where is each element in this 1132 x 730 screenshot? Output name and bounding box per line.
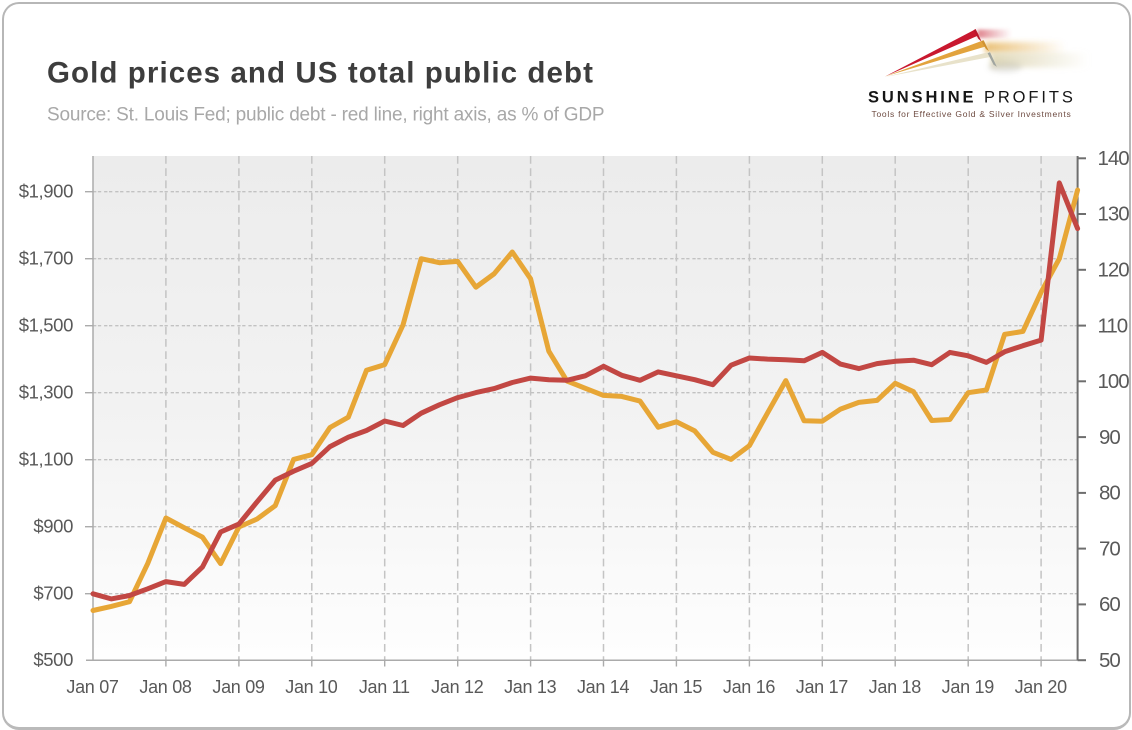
svg-text:Gold prices and US total publi: Gold prices and US total public debt [47, 56, 594, 89]
svg-text:Source: St. Louis Fed; public: Source: St. Louis Fed; public debt - red… [47, 105, 604, 126]
svg-text:140: 140 [1098, 147, 1130, 170]
svg-text:Jan 09: Jan 09 [212, 677, 265, 697]
svg-text:110: 110 [1098, 314, 1128, 337]
svg-text:Jan 11: Jan 11 [359, 677, 410, 697]
svg-text:Jan 08: Jan 08 [139, 677, 192, 697]
svg-text:130: 130 [1098, 203, 1130, 226]
svg-text:$700: $700 [33, 583, 73, 604]
svg-text:$900: $900 [33, 516, 73, 537]
svg-text:70: 70 [1099, 537, 1120, 560]
svg-text:60: 60 [1099, 593, 1120, 616]
svg-text:100: 100 [1098, 370, 1130, 393]
svg-text:Jan 18: Jan 18 [869, 677, 922, 697]
svg-text:$1,500: $1,500 [19, 315, 73, 336]
svg-text:Jan 14: Jan 14 [577, 677, 630, 697]
svg-text:$1,300: $1,300 [19, 382, 73, 403]
svg-text:Jan 07: Jan 07 [66, 677, 119, 697]
svg-text:SUNSHINE PROFITS: SUNSHINE PROFITS [868, 89, 1076, 107]
svg-text:$500: $500 [33, 649, 73, 670]
svg-text:$1,900: $1,900 [19, 181, 73, 202]
svg-text:80: 80 [1099, 482, 1120, 505]
svg-text:Jan 19: Jan 19 [942, 677, 995, 697]
svg-text:Jan 13: Jan 13 [504, 677, 557, 697]
svg-text:50: 50 [1099, 649, 1120, 672]
svg-text:$1,100: $1,100 [19, 449, 73, 470]
svg-text:Jan 10: Jan 10 [285, 677, 338, 697]
svg-text:Jan 20: Jan 20 [1015, 677, 1068, 697]
svg-text:Jan 12: Jan 12 [431, 677, 484, 697]
svg-text:90: 90 [1099, 426, 1120, 449]
svg-text:Jan 15: Jan 15 [650, 677, 703, 697]
svg-text:$1,700: $1,700 [19, 248, 73, 269]
svg-text:Jan 17: Jan 17 [796, 677, 849, 697]
svg-text:Jan 16: Jan 16 [723, 677, 776, 697]
svg-text:Tools for Effective Gold & Sil: Tools for Effective Gold & Silver Invest… [872, 109, 1072, 119]
svg-text:120: 120 [1098, 259, 1130, 282]
